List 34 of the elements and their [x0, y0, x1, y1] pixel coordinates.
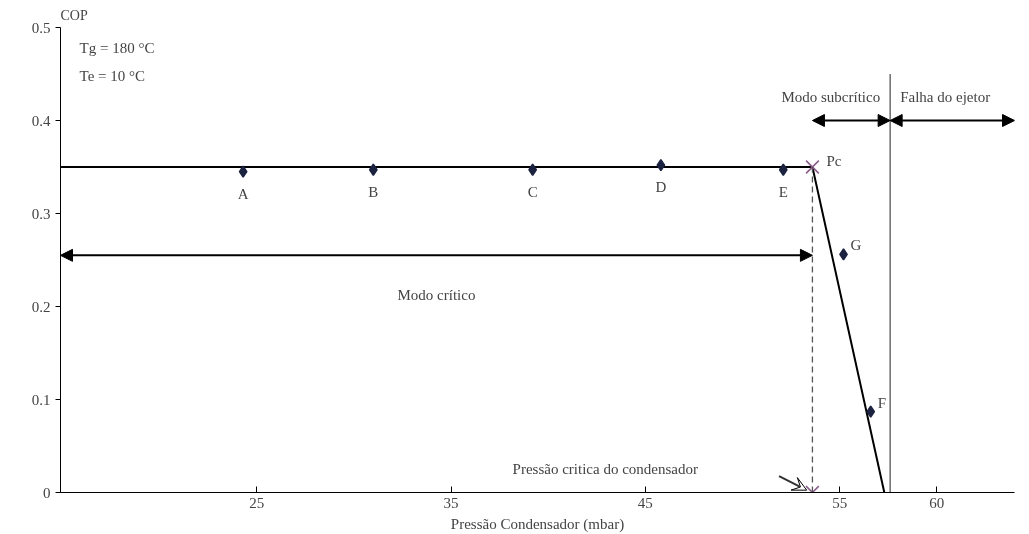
annotation: E [778, 183, 788, 200]
y-tick-label: 0 [43, 484, 51, 501]
annotation: Te = 10 °C [79, 68, 146, 85]
y-axis-title: COP [60, 7, 88, 23]
x-tick-label: 60 [929, 494, 945, 511]
x-axis-title: Pressão Condensador (mbar) [450, 515, 625, 533]
annotation: B [368, 183, 379, 200]
y-tick-label: 0.3 [31, 205, 51, 222]
y-tick-label: 0.2 [31, 298, 51, 315]
x-tick-label: 35 [443, 494, 459, 511]
y-tick-label: 0.4 [31, 112, 51, 129]
point [368, 163, 378, 177]
y-tick-label: 0.5 [31, 19, 51, 36]
point [778, 163, 788, 177]
point [805, 159, 820, 175]
point [656, 158, 666, 172]
annotation: Tg = 180 °C [79, 40, 155, 57]
point [238, 165, 248, 178]
x-tick-label: 45 [637, 494, 653, 511]
annotation: D [655, 179, 667, 196]
annotation: Modo crítico [397, 287, 476, 304]
annotation: A [237, 185, 249, 202]
y-tick-label: 0.1 [31, 391, 51, 408]
annotation: Modo subcrítico [781, 88, 881, 105]
x-tick-label: 25 [249, 494, 265, 511]
annotation: G [850, 237, 862, 254]
annotation: Falha do ejetor [900, 88, 991, 105]
x-tick-label: 55 [832, 494, 848, 511]
annotation: C [527, 183, 538, 200]
point [528, 163, 538, 177]
annotation: F [877, 394, 887, 411]
point [866, 405, 876, 418]
annotation: Pressão critica do condensador [512, 461, 698, 478]
annotation: Pc [826, 153, 842, 169]
